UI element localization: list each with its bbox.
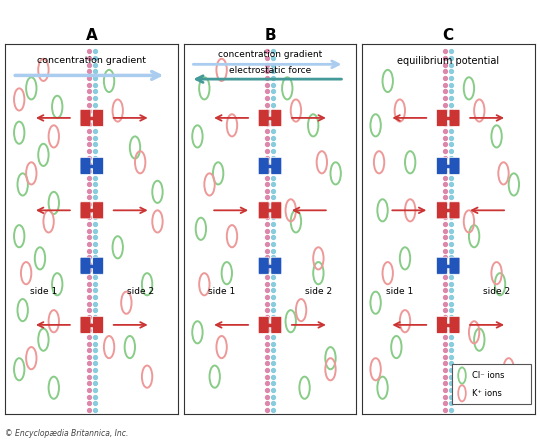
Text: side 1: side 1 bbox=[30, 287, 57, 296]
FancyBboxPatch shape bbox=[93, 202, 104, 219]
FancyBboxPatch shape bbox=[258, 316, 269, 334]
FancyBboxPatch shape bbox=[436, 316, 447, 334]
FancyBboxPatch shape bbox=[93, 257, 104, 274]
FancyBboxPatch shape bbox=[258, 110, 269, 126]
FancyBboxPatch shape bbox=[80, 158, 91, 175]
Text: side 1: side 1 bbox=[386, 287, 414, 296]
Text: electrostatic force: electrostatic force bbox=[229, 66, 311, 75]
FancyBboxPatch shape bbox=[80, 202, 91, 219]
Text: Cl⁻ ions: Cl⁻ ions bbox=[472, 371, 505, 380]
Text: equilibrium potential: equilibrium potential bbox=[397, 56, 500, 66]
FancyBboxPatch shape bbox=[271, 158, 282, 175]
FancyBboxPatch shape bbox=[436, 158, 447, 175]
Title: A: A bbox=[86, 28, 98, 43]
Bar bbox=[451, 364, 531, 404]
FancyBboxPatch shape bbox=[449, 110, 460, 126]
Text: side 2: side 2 bbox=[126, 287, 154, 296]
Text: concentration gradient: concentration gradient bbox=[37, 56, 146, 65]
FancyBboxPatch shape bbox=[449, 316, 460, 334]
Text: K⁺ ions: K⁺ ions bbox=[472, 389, 502, 398]
Text: side 2: side 2 bbox=[305, 287, 332, 296]
Text: side 2: side 2 bbox=[483, 287, 510, 296]
FancyBboxPatch shape bbox=[436, 257, 447, 274]
FancyBboxPatch shape bbox=[80, 316, 91, 334]
FancyBboxPatch shape bbox=[436, 202, 447, 219]
FancyBboxPatch shape bbox=[258, 202, 269, 219]
Title: B: B bbox=[264, 28, 276, 43]
FancyBboxPatch shape bbox=[271, 202, 282, 219]
FancyBboxPatch shape bbox=[271, 110, 282, 126]
Text: side 1: side 1 bbox=[208, 287, 235, 296]
FancyBboxPatch shape bbox=[80, 110, 91, 126]
Title: C: C bbox=[443, 28, 454, 43]
Text: concentration gradient: concentration gradient bbox=[218, 50, 322, 59]
FancyBboxPatch shape bbox=[271, 316, 282, 334]
FancyBboxPatch shape bbox=[93, 110, 104, 126]
FancyBboxPatch shape bbox=[258, 158, 269, 175]
FancyBboxPatch shape bbox=[93, 158, 104, 175]
Text: © Encyclopædia Britannica, Inc.: © Encyclopædia Britannica, Inc. bbox=[5, 429, 129, 438]
FancyBboxPatch shape bbox=[271, 257, 282, 274]
FancyBboxPatch shape bbox=[258, 257, 269, 274]
FancyBboxPatch shape bbox=[93, 316, 104, 334]
FancyBboxPatch shape bbox=[449, 158, 460, 175]
FancyBboxPatch shape bbox=[436, 110, 447, 126]
FancyBboxPatch shape bbox=[80, 257, 91, 274]
FancyBboxPatch shape bbox=[449, 257, 460, 274]
FancyBboxPatch shape bbox=[449, 202, 460, 219]
